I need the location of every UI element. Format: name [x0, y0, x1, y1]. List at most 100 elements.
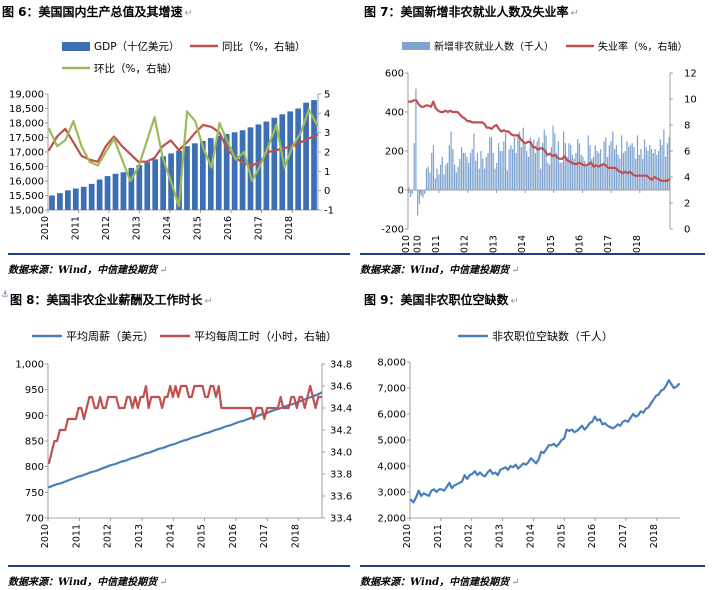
y-tick-label: 5,000	[377, 436, 406, 447]
x-tick-label: 2018	[632, 235, 643, 255]
y-tick-label: 19,000	[9, 90, 44, 101]
y-tick-label: 600	[385, 69, 404, 80]
legend-label-qoq: 环比（%，右轴）	[94, 62, 177, 75]
bar-0-20	[443, 174, 445, 190]
x-tick-label: 2017	[259, 524, 270, 548]
x-tick-label: 2010	[40, 524, 51, 548]
bar-0-116	[612, 131, 614, 190]
bar-0-5	[88, 183, 95, 210]
bar-0-134	[643, 139, 646, 190]
bar-0-28	[271, 117, 278, 210]
y-tick-label: 6,000	[377, 410, 406, 421]
bar-0-50	[496, 162, 498, 190]
bar-0-72	[534, 152, 537, 190]
y-tick-label: -200	[381, 225, 404, 236]
bar-0-5	[417, 190, 419, 216]
y2-tick-label: 2	[324, 148, 330, 159]
bar-0-63	[519, 131, 521, 190]
bar-0-11	[136, 165, 143, 210]
y-tick-label: 400	[385, 108, 404, 119]
bar-0-89	[564, 143, 566, 190]
x-tick-label: 2017	[254, 216, 265, 240]
bar-0-68	[527, 156, 530, 190]
bar-0-120	[619, 158, 621, 190]
bar-0-33	[311, 100, 317, 210]
bar-0-46	[489, 137, 491, 190]
y-tick-label: 700	[25, 514, 44, 525]
bar-0-133	[642, 158, 644, 190]
y-tick-label: 4,000	[377, 462, 406, 473]
bar-0-12	[429, 172, 431, 190]
bar-0-64	[520, 147, 523, 190]
bar-0-51	[497, 143, 500, 190]
x-tick-label: 2013	[134, 524, 145, 548]
bar-0-100	[584, 160, 586, 190]
bar-0-9	[424, 190, 426, 194]
y2-tick-label: 0	[324, 186, 330, 197]
fig6-legend: GDP（十亿美元） 同比（%，右轴） 环比（%，右轴）	[62, 40, 305, 75]
bar-0-1	[410, 190, 412, 198]
y2-tick-label: 10	[684, 95, 697, 106]
bar-0-130	[636, 135, 639, 190]
bar-0-109	[599, 149, 602, 190]
x-tick-label: 2016	[574, 235, 585, 255]
legend-label-unemp: 失业率（%，右轴）	[598, 40, 688, 53]
bar-0-135	[645, 147, 647, 190]
x-tick-label: 2011	[71, 524, 82, 548]
y-tick-label: 15,000	[9, 206, 44, 217]
fig9-legend: 非农职位空缺数（千人）	[458, 329, 613, 343]
bar-0-32	[303, 102, 309, 210]
bar-0-45	[487, 152, 489, 190]
bar-0-83	[554, 133, 556, 190]
bar-0-6	[418, 190, 421, 204]
bar-0-43	[483, 168, 486, 190]
bar-0-14	[432, 145, 435, 190]
fig9-x-ticks: 2010 2011 2012 2013 2014 2015 2016 2017 2018	[402, 517, 680, 548]
bar-0-127	[631, 143, 633, 190]
bar-0-84	[555, 152, 558, 190]
bar-0-143	[659, 139, 661, 190]
bar-0-30	[287, 111, 294, 210]
y2-tick-label: 6	[684, 147, 690, 158]
y2-tick-label: -1	[324, 206, 334, 217]
x-tick-label: 2017	[618, 524, 629, 548]
y-tick-label: 16,000	[9, 177, 44, 188]
y-tick-label: 17,500	[9, 133, 44, 144]
bar-0-80	[548, 164, 551, 190]
bar-0-104	[591, 158, 593, 190]
bar-0-107	[596, 151, 598, 190]
bar-0-30	[461, 147, 463, 190]
bar-0-62	[517, 133, 519, 190]
bar-0-90	[566, 156, 568, 190]
x-tick-label: 2018	[291, 524, 302, 548]
x-tick-label: 2018	[649, 524, 660, 548]
bar-0-28	[457, 166, 459, 190]
bar-0-31	[295, 108, 302, 210]
fig7-title: 图 7：美国新增非农就业人数及失业率 ↵	[364, 5, 579, 19]
bar-0-148	[668, 137, 670, 190]
bar-0-102	[587, 135, 589, 190]
y2-tick-label: 1	[324, 167, 330, 178]
bar-0-8	[112, 173, 119, 210]
bar-0-85	[557, 141, 559, 190]
bar-0-42	[482, 158, 484, 190]
y-tick-label: 2,000	[377, 514, 406, 525]
bar-0-123	[624, 151, 626, 190]
bar-0-147	[666, 143, 668, 190]
bar-0-23	[231, 132, 238, 210]
bar-0-87	[561, 162, 563, 190]
y2-tick-label: 34.8	[330, 360, 352, 371]
bar-0-19	[441, 156, 443, 190]
bar-0-20	[207, 138, 214, 210]
bar-0-27	[263, 121, 270, 210]
x-tick-label: 2010	[401, 235, 412, 255]
bar-0-122	[622, 152, 625, 190]
y2-tick-label: 5	[324, 90, 330, 101]
x-tick-label: 2012	[103, 524, 114, 548]
fig9-marks	[409, 379, 681, 504]
bar-0-49	[494, 168, 496, 190]
bar-0-78	[545, 135, 547, 190]
y-tick-label: 200	[385, 147, 404, 158]
bar-0-94	[573, 158, 575, 190]
